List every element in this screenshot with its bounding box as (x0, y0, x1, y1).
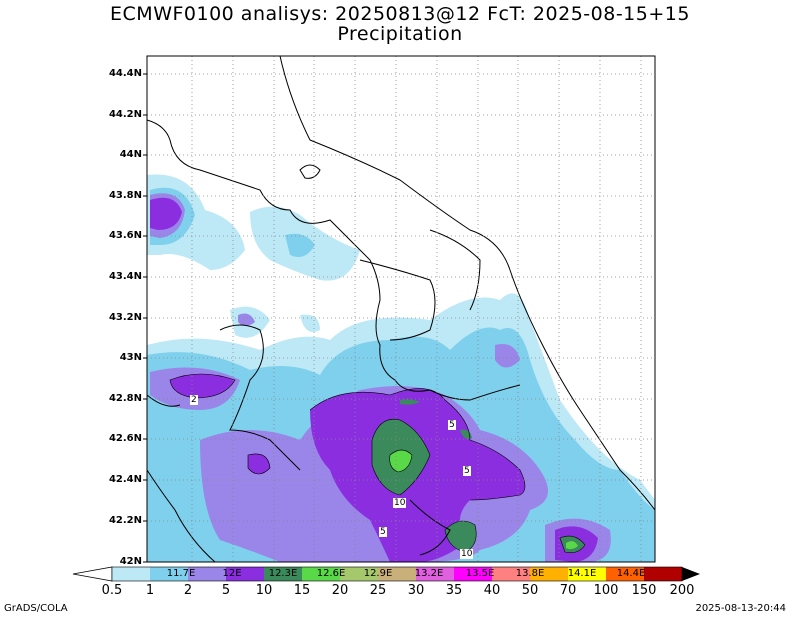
colorbar-label: 70 (559, 583, 577, 598)
colorbar-label: 1 (145, 583, 155, 598)
lat-label: 43.8N (108, 190, 142, 201)
lat-label: 43.6N (108, 230, 142, 241)
contour-label: 10 (393, 498, 407, 508)
footer-credit: GrADS/COLA (4, 603, 68, 614)
contour-label: 2 (190, 395, 198, 405)
colorbar-label: 200 (669, 583, 695, 598)
colorbar-label: 10 (255, 583, 273, 598)
lat-label: 42.6N (108, 433, 142, 444)
colorbar-label: 40 (483, 583, 501, 598)
contour-label: 10 (460, 549, 474, 559)
contour-label: 5 (448, 420, 456, 430)
lon-label: 12.3E (268, 568, 298, 579)
lat-label: 43N (119, 352, 142, 363)
map-subtitle: Precipitation (337, 23, 463, 45)
lat-label: 42N (119, 556, 142, 567)
colorbar-label: 100 (593, 583, 619, 598)
lon-label: 14.1E (567, 568, 597, 579)
boundaries (146, 55, 656, 563)
colorbar-label: 25 (369, 583, 387, 598)
colorbar (72, 566, 700, 582)
colorbar-label: 15 (293, 583, 311, 598)
lon-label: 11.7E (166, 568, 196, 579)
colorbar-label: 35 (445, 583, 463, 598)
lon-label: 12.6E (316, 568, 346, 579)
map-frame (146, 55, 656, 563)
colorbar-label: 150 (631, 583, 657, 598)
lat-label: 42.2N (108, 515, 142, 526)
footer-timestamp: 2025-08-13-20:44 (695, 603, 786, 614)
y-ticks (143, 73, 147, 563)
lon-label: 14.4E (616, 568, 646, 579)
lon-label: 13.5E (465, 568, 495, 579)
map-title: ECMWF0100 analisys: 20250813@12 FcT: 202… (110, 3, 690, 25)
lat-label: 44.2N (108, 109, 142, 120)
graticule (147, 56, 655, 562)
colorbar-label: 2 (183, 583, 193, 598)
lat-label: 43.4N (108, 271, 142, 282)
lat-label: 43.2N (108, 312, 142, 323)
colorbar-label: 20 (331, 583, 349, 598)
lat-label: 44N (119, 149, 142, 160)
colorbar-label: 5 (221, 583, 231, 598)
lat-label: 42.8N (108, 393, 142, 404)
lat-label: 44.4N (108, 68, 142, 79)
colorbar-label: 50 (521, 583, 539, 598)
lon-label: 12.9E (363, 568, 393, 579)
lon-label: 12E (222, 568, 242, 579)
lat-label: 42.4N (108, 474, 142, 485)
contour-lines (169, 373, 586, 553)
colorbar-label: 0.5 (101, 583, 123, 598)
lon-label: 13.8E (515, 568, 545, 579)
lon-label: 13.2E (414, 568, 444, 579)
contour-label: 5 (463, 466, 471, 476)
contour-label: 5 (379, 527, 387, 537)
colorbar-label: 30 (407, 583, 425, 598)
